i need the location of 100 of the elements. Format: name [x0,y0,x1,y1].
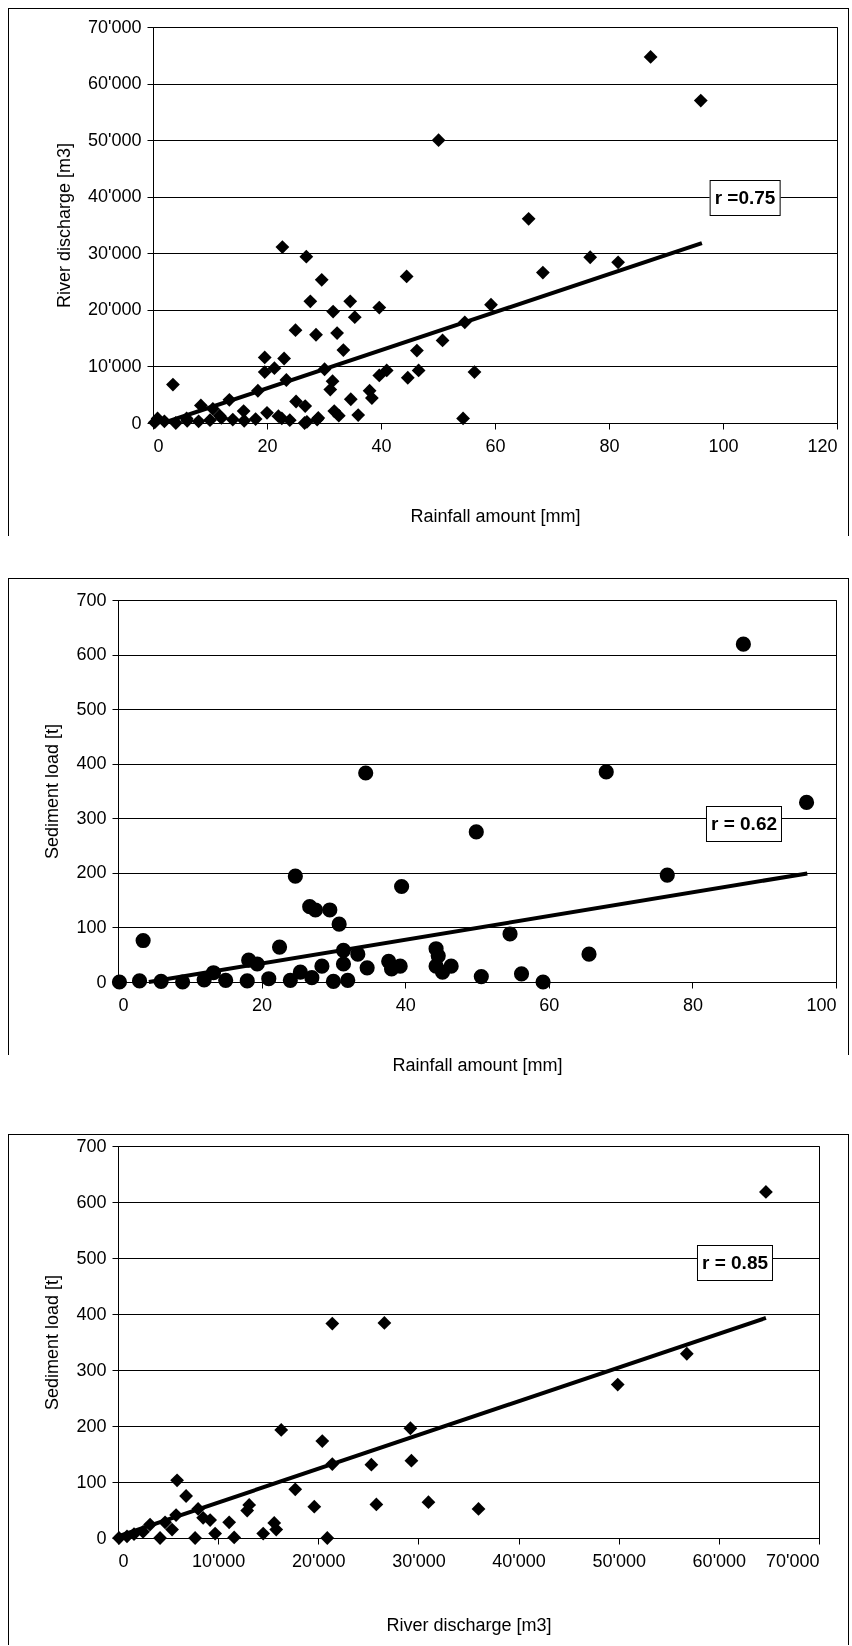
x-tick-label: 80 [682,994,703,1015]
point [369,1497,384,1512]
x-tick-label: 10'000 [191,1550,246,1571]
point [135,932,151,949]
point [759,1185,773,1199]
y-tick-label: 500 [76,1247,107,1268]
point [443,958,459,974]
y-tick-label: 40'000 [88,186,142,207]
point [261,971,277,987]
y-tick-label: 200 [76,1415,107,1436]
x-tick-label: 40 [371,435,392,456]
x-tick-label: 80 [599,435,620,456]
point [679,1346,694,1361]
point [468,824,484,840]
point [331,916,347,932]
x-tick-label: 60 [539,994,560,1015]
point [218,972,234,988]
point [307,902,324,918]
point [304,970,320,986]
point [502,926,518,942]
x-tick-label: 30'000 [392,1550,446,1571]
y-axis-title: Sediment load [t] [42,723,63,860]
point [335,956,352,972]
point [287,868,303,884]
point [227,1530,242,1545]
y-tick-label: 50'000 [88,129,142,150]
y-tick-label: 60'000 [88,73,142,94]
point [222,1515,237,1530]
x-tick-label: 60'000 [692,1550,747,1571]
y-tick-label: 0 [96,1527,107,1548]
x-tick-label: 20 [252,994,273,1015]
y-tick-label: 700 [76,1135,107,1156]
x-tick-label: 20'000 [292,1550,346,1571]
x-tick-label: 100 [806,994,837,1015]
point [513,966,530,982]
y-tick-label: 500 [76,698,107,719]
point [394,878,410,895]
y-tick-label: 20'000 [88,299,142,320]
point [325,973,341,990]
point [610,1377,625,1392]
point [111,974,128,990]
point [322,902,338,918]
x-tick-label: 0 [153,435,164,456]
point [165,1522,179,1537]
y-axis-title: Sediment load [t] [42,1274,63,1411]
point [377,1316,392,1330]
y-tick-label: 400 [76,753,107,774]
point [359,960,375,976]
x-tick-label: 100 [708,435,739,456]
point [364,1457,379,1472]
y-tick-label: 600 [76,644,107,665]
x-axis-title: Rainfall amount [mm] [392,1054,563,1075]
x-tick-label: 20 [257,435,278,456]
y-tick-label: 100 [76,916,107,937]
y-tick-label: 0 [131,412,142,433]
y-tick-label: 400 [76,1303,107,1324]
point [288,1482,303,1497]
y-axis-title: River discharge [m3] [54,142,75,309]
point [421,1495,436,1510]
y-tick-label: 600 [76,1191,107,1212]
point [274,1423,289,1437]
x-axis-title: Rainfall amount [mm] [410,505,581,526]
annotation: r = 0.85 [696,1245,774,1281]
point [473,968,489,985]
y-tick-label: 300 [76,807,107,828]
point [404,1453,419,1468]
point [170,1473,184,1488]
point [256,1526,271,1541]
point [325,1316,340,1331]
y-tick-label: 200 [76,862,107,883]
y-tick-label: 10'000 [88,355,142,376]
annotation: r =0.75 [709,180,781,216]
point [798,794,815,811]
x-tick-label: 40'000 [492,1550,546,1571]
point [581,946,597,962]
x-tick-label: 120 [807,435,838,456]
x-tick-label: 50'000 [592,1550,646,1571]
point [271,939,288,955]
y-tick-label: 70'000 [88,16,142,37]
point [358,765,374,781]
point [735,636,751,652]
point [307,1499,322,1514]
y-tick-label: 0 [96,971,107,992]
x-tick-label: 70'000 [766,1550,820,1571]
point [659,867,675,883]
point [282,972,298,988]
point [131,973,148,989]
point [239,973,255,989]
y-tick-label: 30'000 [88,242,142,263]
x-tick-label: 60 [485,435,506,456]
point [320,1531,335,1545]
point [598,764,614,780]
point [535,974,551,990]
x-axis-title: River discharge [m3] [386,1614,552,1635]
point [188,1531,202,1545]
point [471,1501,486,1516]
point [315,1434,330,1449]
y-tick-label: 700 [76,589,107,610]
point [314,958,330,974]
y-tick-label: 300 [76,1359,107,1380]
